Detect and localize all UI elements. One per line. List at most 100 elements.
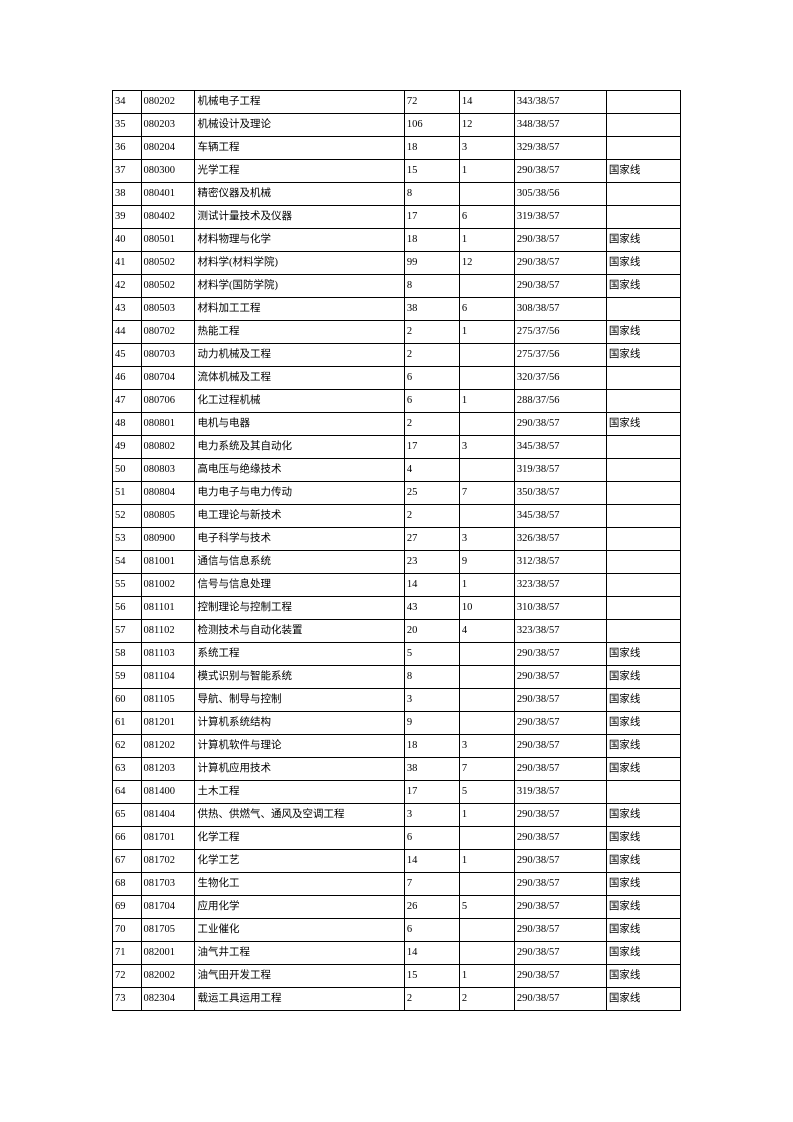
table-cell: 15 xyxy=(404,160,459,183)
table-row: 60081105导航、制导与控制3290/38/57国家线 xyxy=(113,689,681,712)
table-cell: 生物化工 xyxy=(195,873,404,896)
table-cell: 080300 xyxy=(141,160,195,183)
table-cell: 64 xyxy=(113,781,142,804)
table-cell: 7 xyxy=(459,482,514,505)
table-row: 59081104模式识别与智能系统8290/38/57国家线 xyxy=(113,666,681,689)
table-cell: 323/38/57 xyxy=(514,620,606,643)
table-cell: 国家线 xyxy=(606,229,680,252)
table-cell xyxy=(606,183,680,206)
table-cell xyxy=(606,137,680,160)
table-cell: 50 xyxy=(113,459,142,482)
table-cell: 62 xyxy=(113,735,142,758)
table-cell: 6 xyxy=(404,827,459,850)
table-cell: 电力电子与电力传动 xyxy=(195,482,404,505)
table-cell: 081705 xyxy=(141,919,195,942)
table-cell: 45 xyxy=(113,344,142,367)
table-cell: 290/38/57 xyxy=(514,919,606,942)
table-cell xyxy=(459,413,514,436)
table-cell: 48 xyxy=(113,413,142,436)
table-cell xyxy=(459,689,514,712)
table-cell: 模式识别与智能系统 xyxy=(195,666,404,689)
table-cell: 43 xyxy=(404,597,459,620)
table-cell: 8 xyxy=(404,183,459,206)
table-cell: 国家线 xyxy=(606,344,680,367)
table-cell: 14 xyxy=(404,574,459,597)
table-cell: 1 xyxy=(459,574,514,597)
table-row: 39080402测试计量技术及仪器176319/38/57 xyxy=(113,206,681,229)
table-cell: 高电压与绝缘技术 xyxy=(195,459,404,482)
table-cell: 080402 xyxy=(141,206,195,229)
table-cell: 机械设计及理论 xyxy=(195,114,404,137)
table-cell: 082001 xyxy=(141,942,195,965)
table-cell: 080502 xyxy=(141,275,195,298)
table-cell: 国家线 xyxy=(606,758,680,781)
table-cell: 082304 xyxy=(141,988,195,1011)
table-cell: 39 xyxy=(113,206,142,229)
table-cell: 63 xyxy=(113,758,142,781)
table-cell xyxy=(459,183,514,206)
table-cell: 080805 xyxy=(141,505,195,528)
table-cell: 081103 xyxy=(141,643,195,666)
table-cell: 290/38/57 xyxy=(514,896,606,919)
table-cell: 12 xyxy=(459,114,514,137)
table-row: 63081203计算机应用技术387290/38/57国家线 xyxy=(113,758,681,781)
table-cell: 国家线 xyxy=(606,919,680,942)
table-cell: 61 xyxy=(113,712,142,735)
table-cell: 37 xyxy=(113,160,142,183)
table-cell: 081702 xyxy=(141,850,195,873)
table-cell: 290/38/57 xyxy=(514,965,606,988)
table-cell: 081404 xyxy=(141,804,195,827)
table-cell: 9 xyxy=(459,551,514,574)
table-cell: 52 xyxy=(113,505,142,528)
table-row: 52080805电工理论与新技术2345/38/57 xyxy=(113,505,681,528)
table-cell: 290/38/57 xyxy=(514,942,606,965)
table-cell: 345/38/57 xyxy=(514,505,606,528)
table-row: 50080803高电压与绝缘技术4319/38/57 xyxy=(113,459,681,482)
table-cell: 080801 xyxy=(141,413,195,436)
table-cell: 40 xyxy=(113,229,142,252)
table-cell: 71 xyxy=(113,942,142,965)
table-cell: 15 xyxy=(404,965,459,988)
table-cell: 080502 xyxy=(141,252,195,275)
table-cell: 081202 xyxy=(141,735,195,758)
table-cell: 国家线 xyxy=(606,252,680,275)
table-cell: 081703 xyxy=(141,873,195,896)
table-cell xyxy=(606,551,680,574)
table-cell: 72 xyxy=(404,91,459,114)
table-cell: 290/38/57 xyxy=(514,666,606,689)
table-cell: 国家线 xyxy=(606,988,680,1011)
table-cell: 系统工程 xyxy=(195,643,404,666)
table-cell: 信号与信息处理 xyxy=(195,574,404,597)
table-row: 45080703动力机械及工程2275/37/56国家线 xyxy=(113,344,681,367)
table-cell: 4 xyxy=(404,459,459,482)
table-row: 49080802电力系统及其自动化173345/38/57 xyxy=(113,436,681,459)
table-cell: 国家线 xyxy=(606,689,680,712)
table-cell: 3 xyxy=(404,689,459,712)
table-cell: 17 xyxy=(404,781,459,804)
table-cell: 国家线 xyxy=(606,804,680,827)
table-row: 42080502材料学(国防学院)8290/38/57国家线 xyxy=(113,275,681,298)
table-cell: 18 xyxy=(404,735,459,758)
table-cell: 66 xyxy=(113,827,142,850)
table-cell: 41 xyxy=(113,252,142,275)
table-cell: 319/38/57 xyxy=(514,459,606,482)
table-cell: 电机与电器 xyxy=(195,413,404,436)
table-cell: 化工过程机械 xyxy=(195,390,404,413)
table-row: 62081202计算机软件与理论183290/38/57国家线 xyxy=(113,735,681,758)
table-cell: 46 xyxy=(113,367,142,390)
table-cell xyxy=(459,919,514,942)
table-cell: 58 xyxy=(113,643,142,666)
table-cell: 319/38/57 xyxy=(514,781,606,804)
table-cell: 081101 xyxy=(141,597,195,620)
table-cell: 080703 xyxy=(141,344,195,367)
table-cell: 精密仪器及机械 xyxy=(195,183,404,206)
table-cell xyxy=(606,597,680,620)
table-cell: 2 xyxy=(404,321,459,344)
table-cell: 290/38/57 xyxy=(514,712,606,735)
table-cell: 1 xyxy=(459,804,514,827)
table-cell: 290/38/57 xyxy=(514,827,606,850)
table-cell: 290/38/57 xyxy=(514,229,606,252)
table-cell xyxy=(606,436,680,459)
table-cell: 国家线 xyxy=(606,942,680,965)
table-cell: 6 xyxy=(459,298,514,321)
